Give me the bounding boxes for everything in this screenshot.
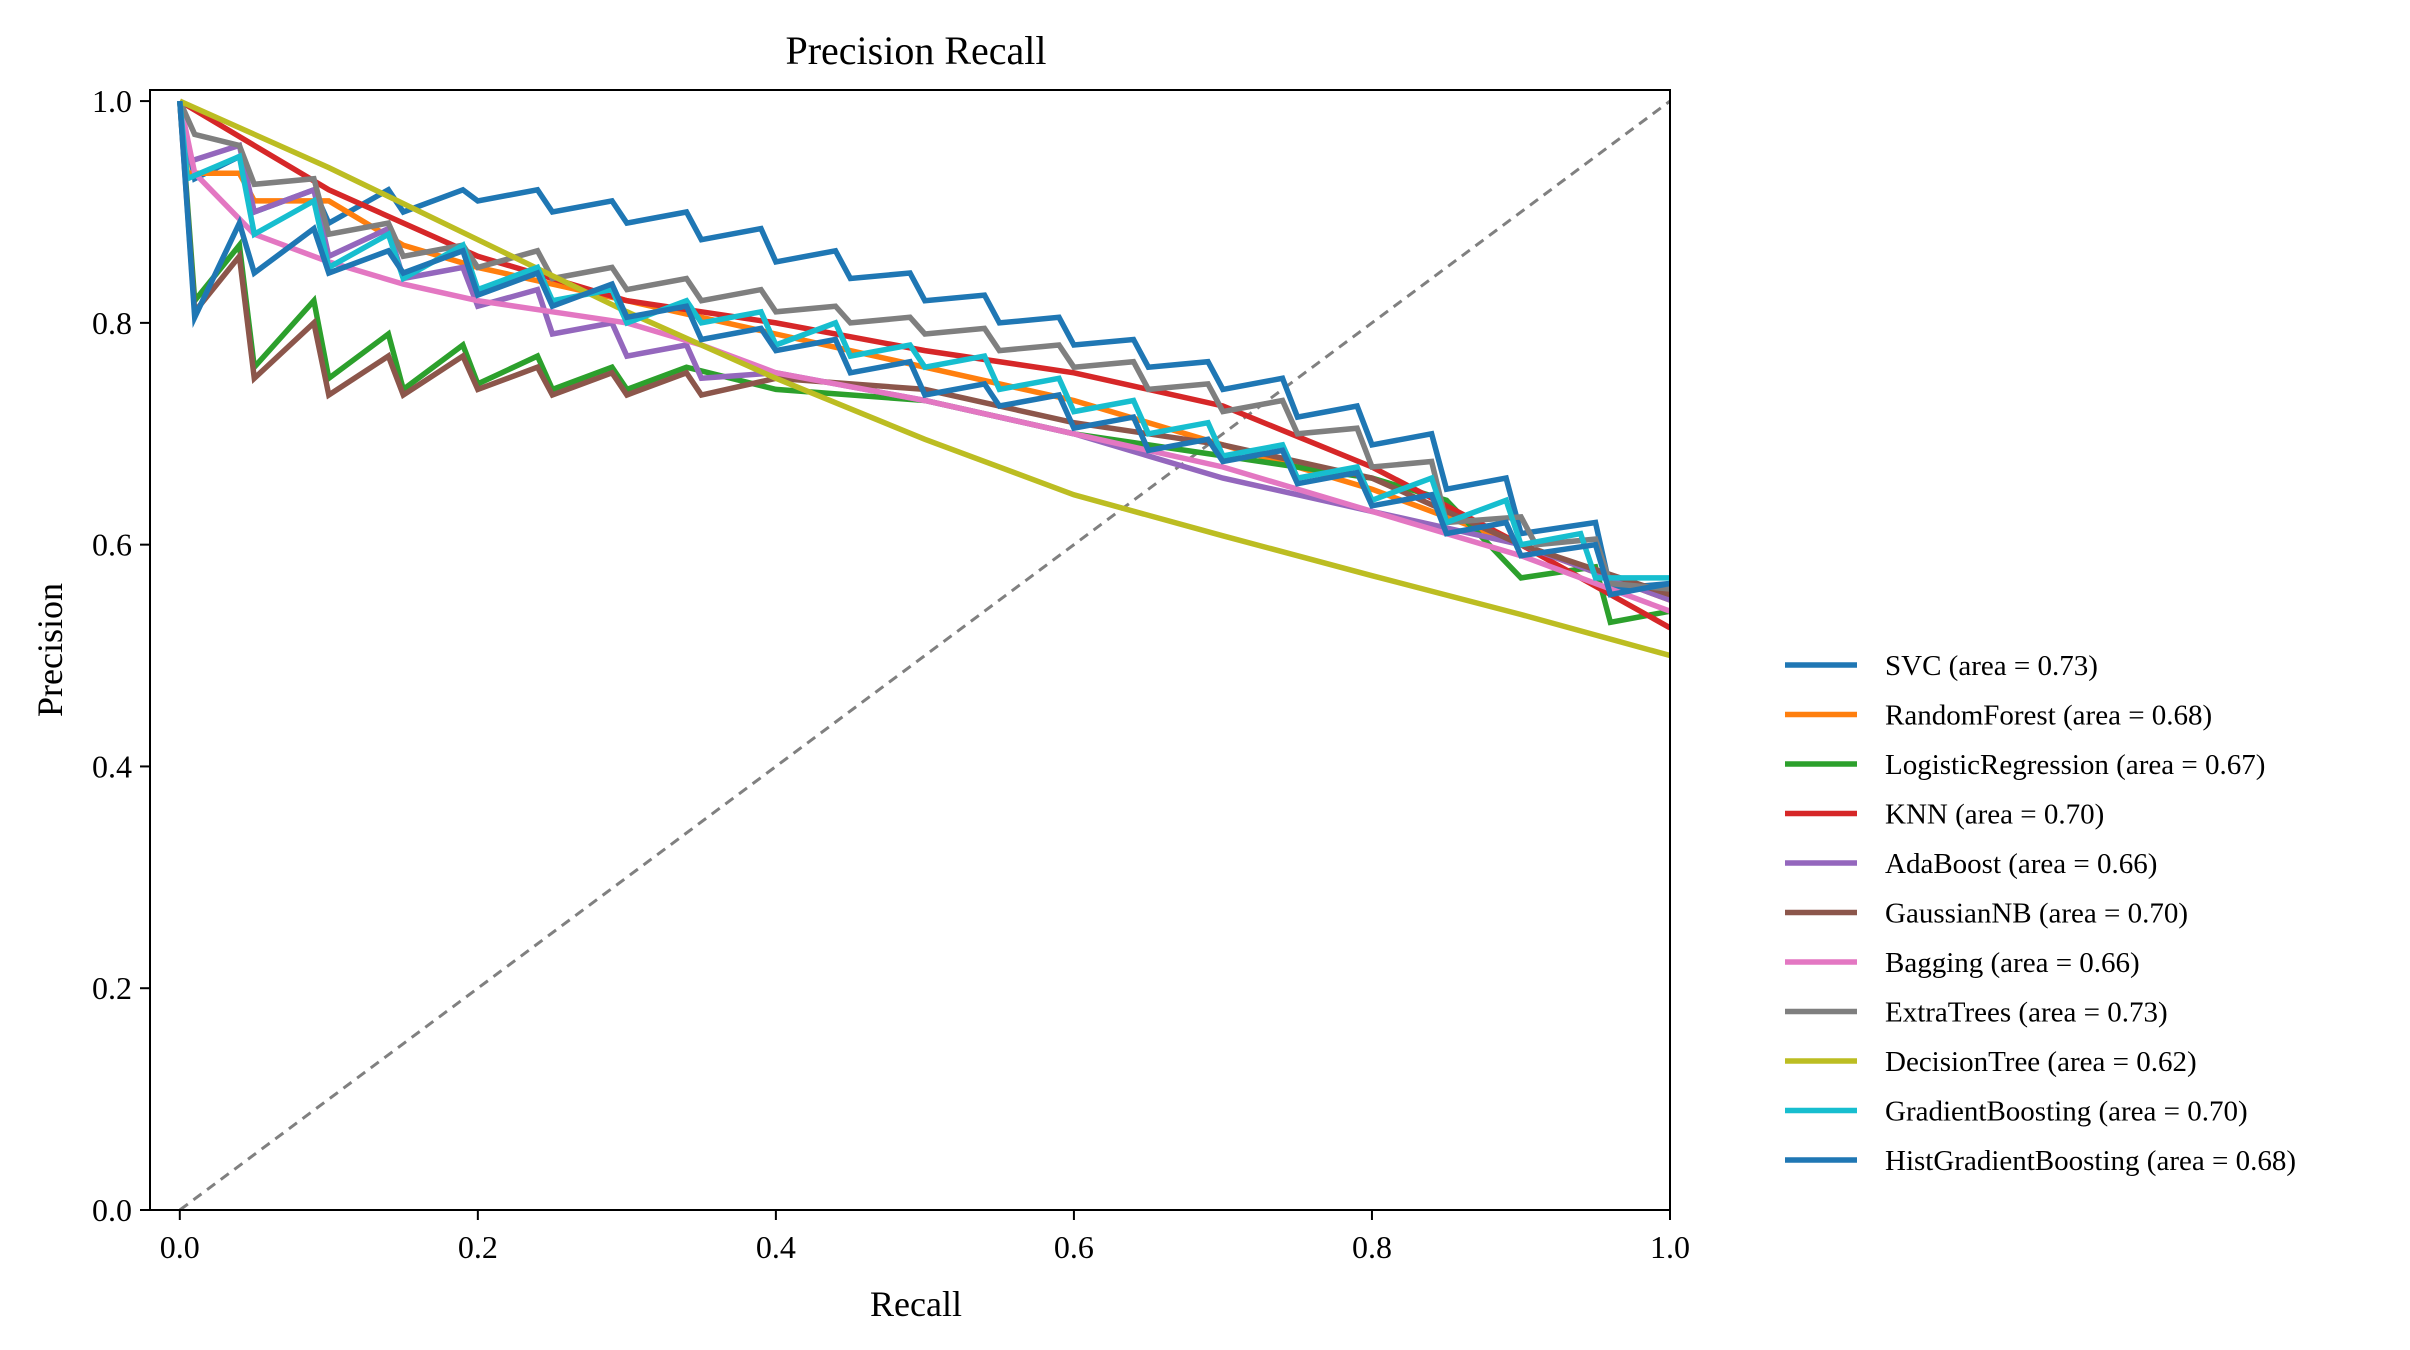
x-axis-label: Recall — [870, 1284, 962, 1324]
y-axis: 0.0 0.2 0.4 0.6 0.8 1.0 — [92, 83, 150, 1228]
series-layer — [177, 98, 1670, 1210]
legend-label: DecisionTree (area = 0.62) — [1885, 1046, 2197, 1078]
legend-label: Bagging (area = 0.66) — [1885, 947, 2140, 979]
x-tick-label: 0.6 — [1054, 1229, 1094, 1265]
y-tick-label: 0.0 — [92, 1192, 132, 1228]
x-tick-label: 0.2 — [458, 1229, 498, 1265]
series-line-4 — [177, 100, 1670, 603]
series-line-10 — [177, 100, 1670, 598]
x-tick-label: 0.8 — [1352, 1229, 1392, 1265]
x-tick-label: 1.0 — [1650, 1229, 1690, 1265]
series-line-2 — [177, 100, 1670, 626]
legend-label: GradientBoosting (area = 0.70) — [1885, 1096, 2248, 1128]
series-line-3 — [178, 98, 1670, 631]
legend-label: RandomForest (area = 0.68) — [1885, 700, 2212, 732]
legend-label: LogisticRegression (area = 0.67) — [1885, 749, 2265, 781]
y-tick-label: 0.8 — [92, 305, 132, 341]
legend-label: SVC (area = 0.73) — [1885, 650, 2098, 682]
plot-frame — [149, 89, 1671, 1211]
series-line-0 — [177, 100, 1670, 592]
legend-label: ExtraTrees (area = 0.73) — [1885, 997, 2168, 1029]
x-axis: 0.0 0.2 0.4 0.6 0.8 1.0 — [160, 1210, 1690, 1265]
y-axis-label: Precision — [30, 583, 70, 717]
y-tick-label: 0.2 — [92, 970, 132, 1006]
series-line-8 — [178, 98, 1670, 659]
y-tick-label: 1.0 — [92, 83, 132, 119]
y-tick-label: 0.6 — [92, 527, 132, 563]
x-tick-label: 0.4 — [756, 1229, 796, 1265]
diagonal-reference-line — [178, 99, 1670, 1210]
legend-label: HistGradientBoosting (area = 0.68) — [1885, 1145, 2296, 1177]
y-tick-label: 0.4 — [92, 748, 132, 784]
legend-label: KNN (area = 0.70) — [1885, 799, 2104, 831]
x-tick-label: 0.0 — [160, 1229, 200, 1265]
series-line-5 — [177, 100, 1670, 598]
legend-label: AdaBoost (area = 0.66) — [1885, 848, 2157, 880]
chart-title: Precision Recall — [785, 28, 1046, 73]
legend: SVC (area = 0.73) RandomForest (area = 0.… — [1785, 650, 2296, 1177]
legend-label: GaussianNB (area = 0.70) — [1885, 898, 2188, 930]
series-line-7 — [177, 99, 1670, 592]
